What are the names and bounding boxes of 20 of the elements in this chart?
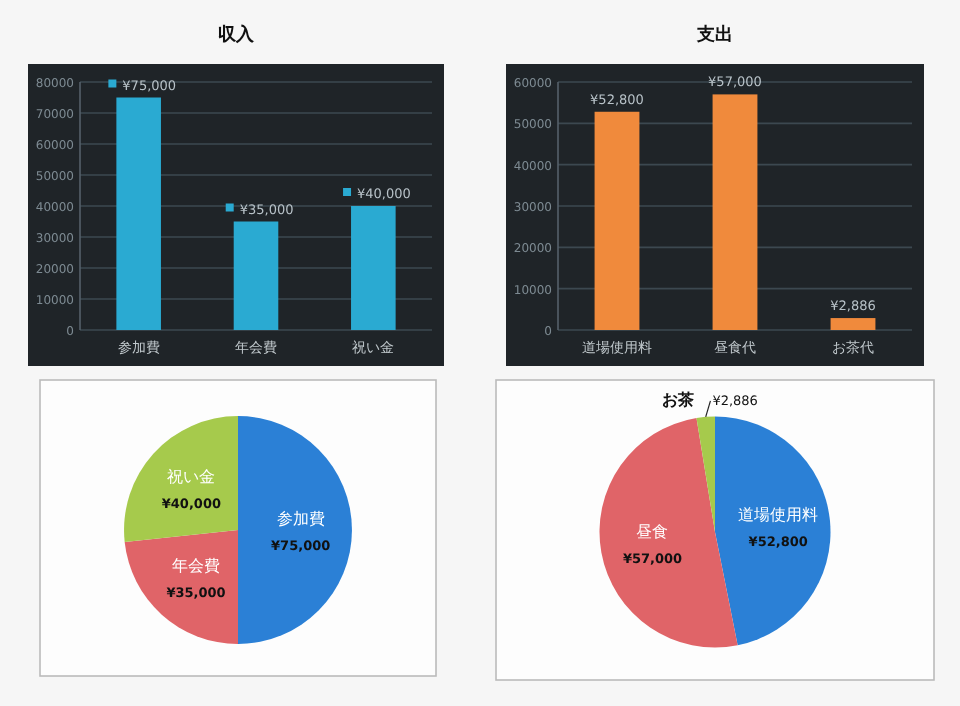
- pie-slice: [238, 416, 352, 644]
- slice-label: 参加費: [276, 510, 325, 528]
- pie-slice: [696, 416, 715, 532]
- slice-label: 昼食: [636, 523, 669, 542]
- slice-label: 祝い金: [167, 468, 216, 487]
- pie-slice: [599, 417, 738, 648]
- bar: [830, 318, 876, 330]
- bar: [351, 206, 396, 330]
- bar: [594, 111, 640, 330]
- bar: [233, 221, 279, 330]
- pie-slice: [124, 416, 238, 542]
- chart-title: 支出: [695, 24, 733, 46]
- pie-slice: [715, 416, 831, 646]
- slice-label: 道場使用料: [738, 505, 819, 524]
- bar: [116, 97, 161, 330]
- chart-title: 収入: [218, 24, 256, 46]
- slice-label: お茶: [662, 390, 695, 409]
- pie-slice: [124, 530, 238, 644]
- slice-label: 年会費: [172, 556, 221, 575]
- bar: [712, 94, 758, 330]
